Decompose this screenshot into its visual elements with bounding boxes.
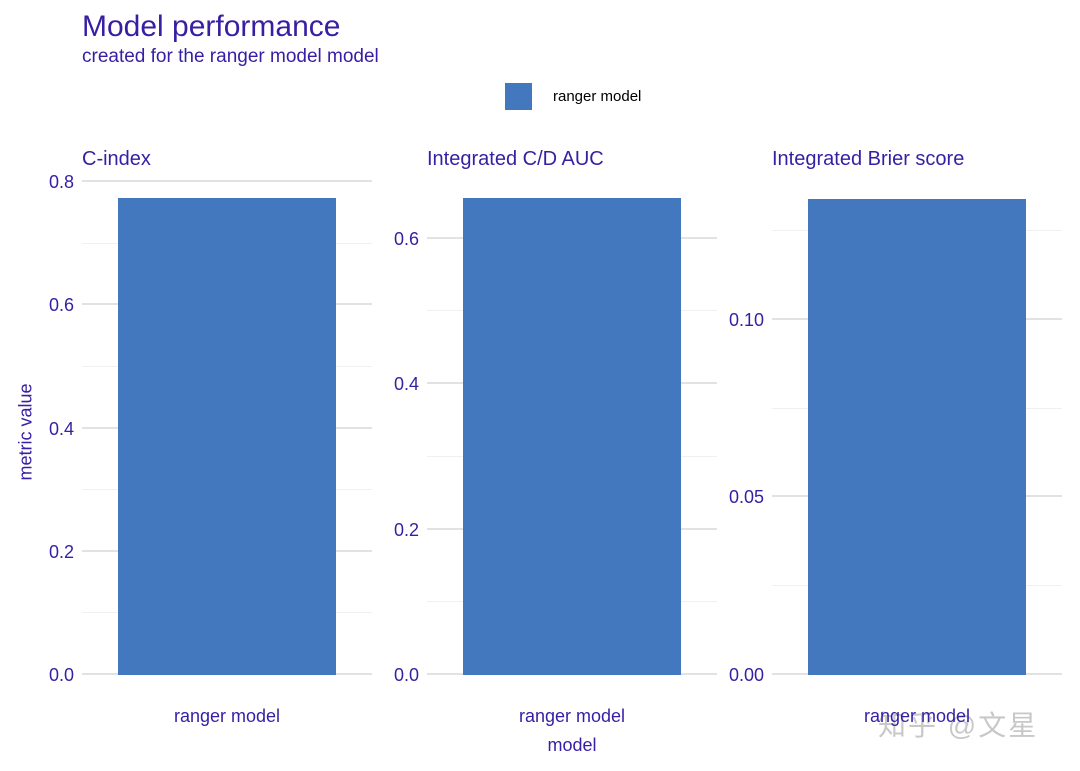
- y-tick-label: 0.0: [393, 665, 419, 685]
- bar: [117, 198, 337, 675]
- gridline-major: [82, 180, 372, 183]
- panel-plot-area: [427, 174, 717, 675]
- panel-title: Integrated Brier score: [772, 148, 965, 170]
- y-tick-label: 0.05: [728, 487, 764, 508]
- bar: [462, 198, 682, 675]
- x-axis-title: model: [547, 735, 597, 755]
- chart-subtitle: created for the ranger model model: [82, 46, 379, 67]
- legend-swatch: [505, 83, 532, 110]
- chart-title: Model performance: [82, 10, 341, 43]
- panel-title: Integrated C/D AUC: [427, 148, 604, 170]
- y-tick-label: 0.6: [393, 228, 419, 249]
- watermark: 知乎 @文星: [878, 710, 1039, 741]
- panel-plot-area: [772, 174, 1062, 675]
- y-tick-label: 0.8: [48, 172, 74, 192]
- y-tick-label: 0.6: [48, 295, 74, 316]
- y-tick-label: 0.00: [728, 665, 764, 685]
- panel-title: C-index: [82, 148, 151, 170]
- bar: [807, 198, 1027, 675]
- y-tick-label: 0.10: [728, 309, 764, 330]
- y-tick-label: 0.2: [393, 519, 419, 540]
- legend: ranger model: [505, 83, 641, 110]
- x-category-label: ranger model: [173, 706, 281, 726]
- y-tick-label: 0.4: [48, 418, 74, 439]
- y-tick-label: 0.4: [393, 374, 419, 395]
- panel-plot-area: [82, 174, 372, 675]
- y-tick-label: 0.2: [48, 541, 74, 562]
- x-category-label: ranger model: [863, 706, 971, 726]
- x-category-label: ranger model: [518, 706, 626, 726]
- legend-label: ranger model: [553, 88, 642, 105]
- y-tick-label: 0.0: [48, 665, 74, 685]
